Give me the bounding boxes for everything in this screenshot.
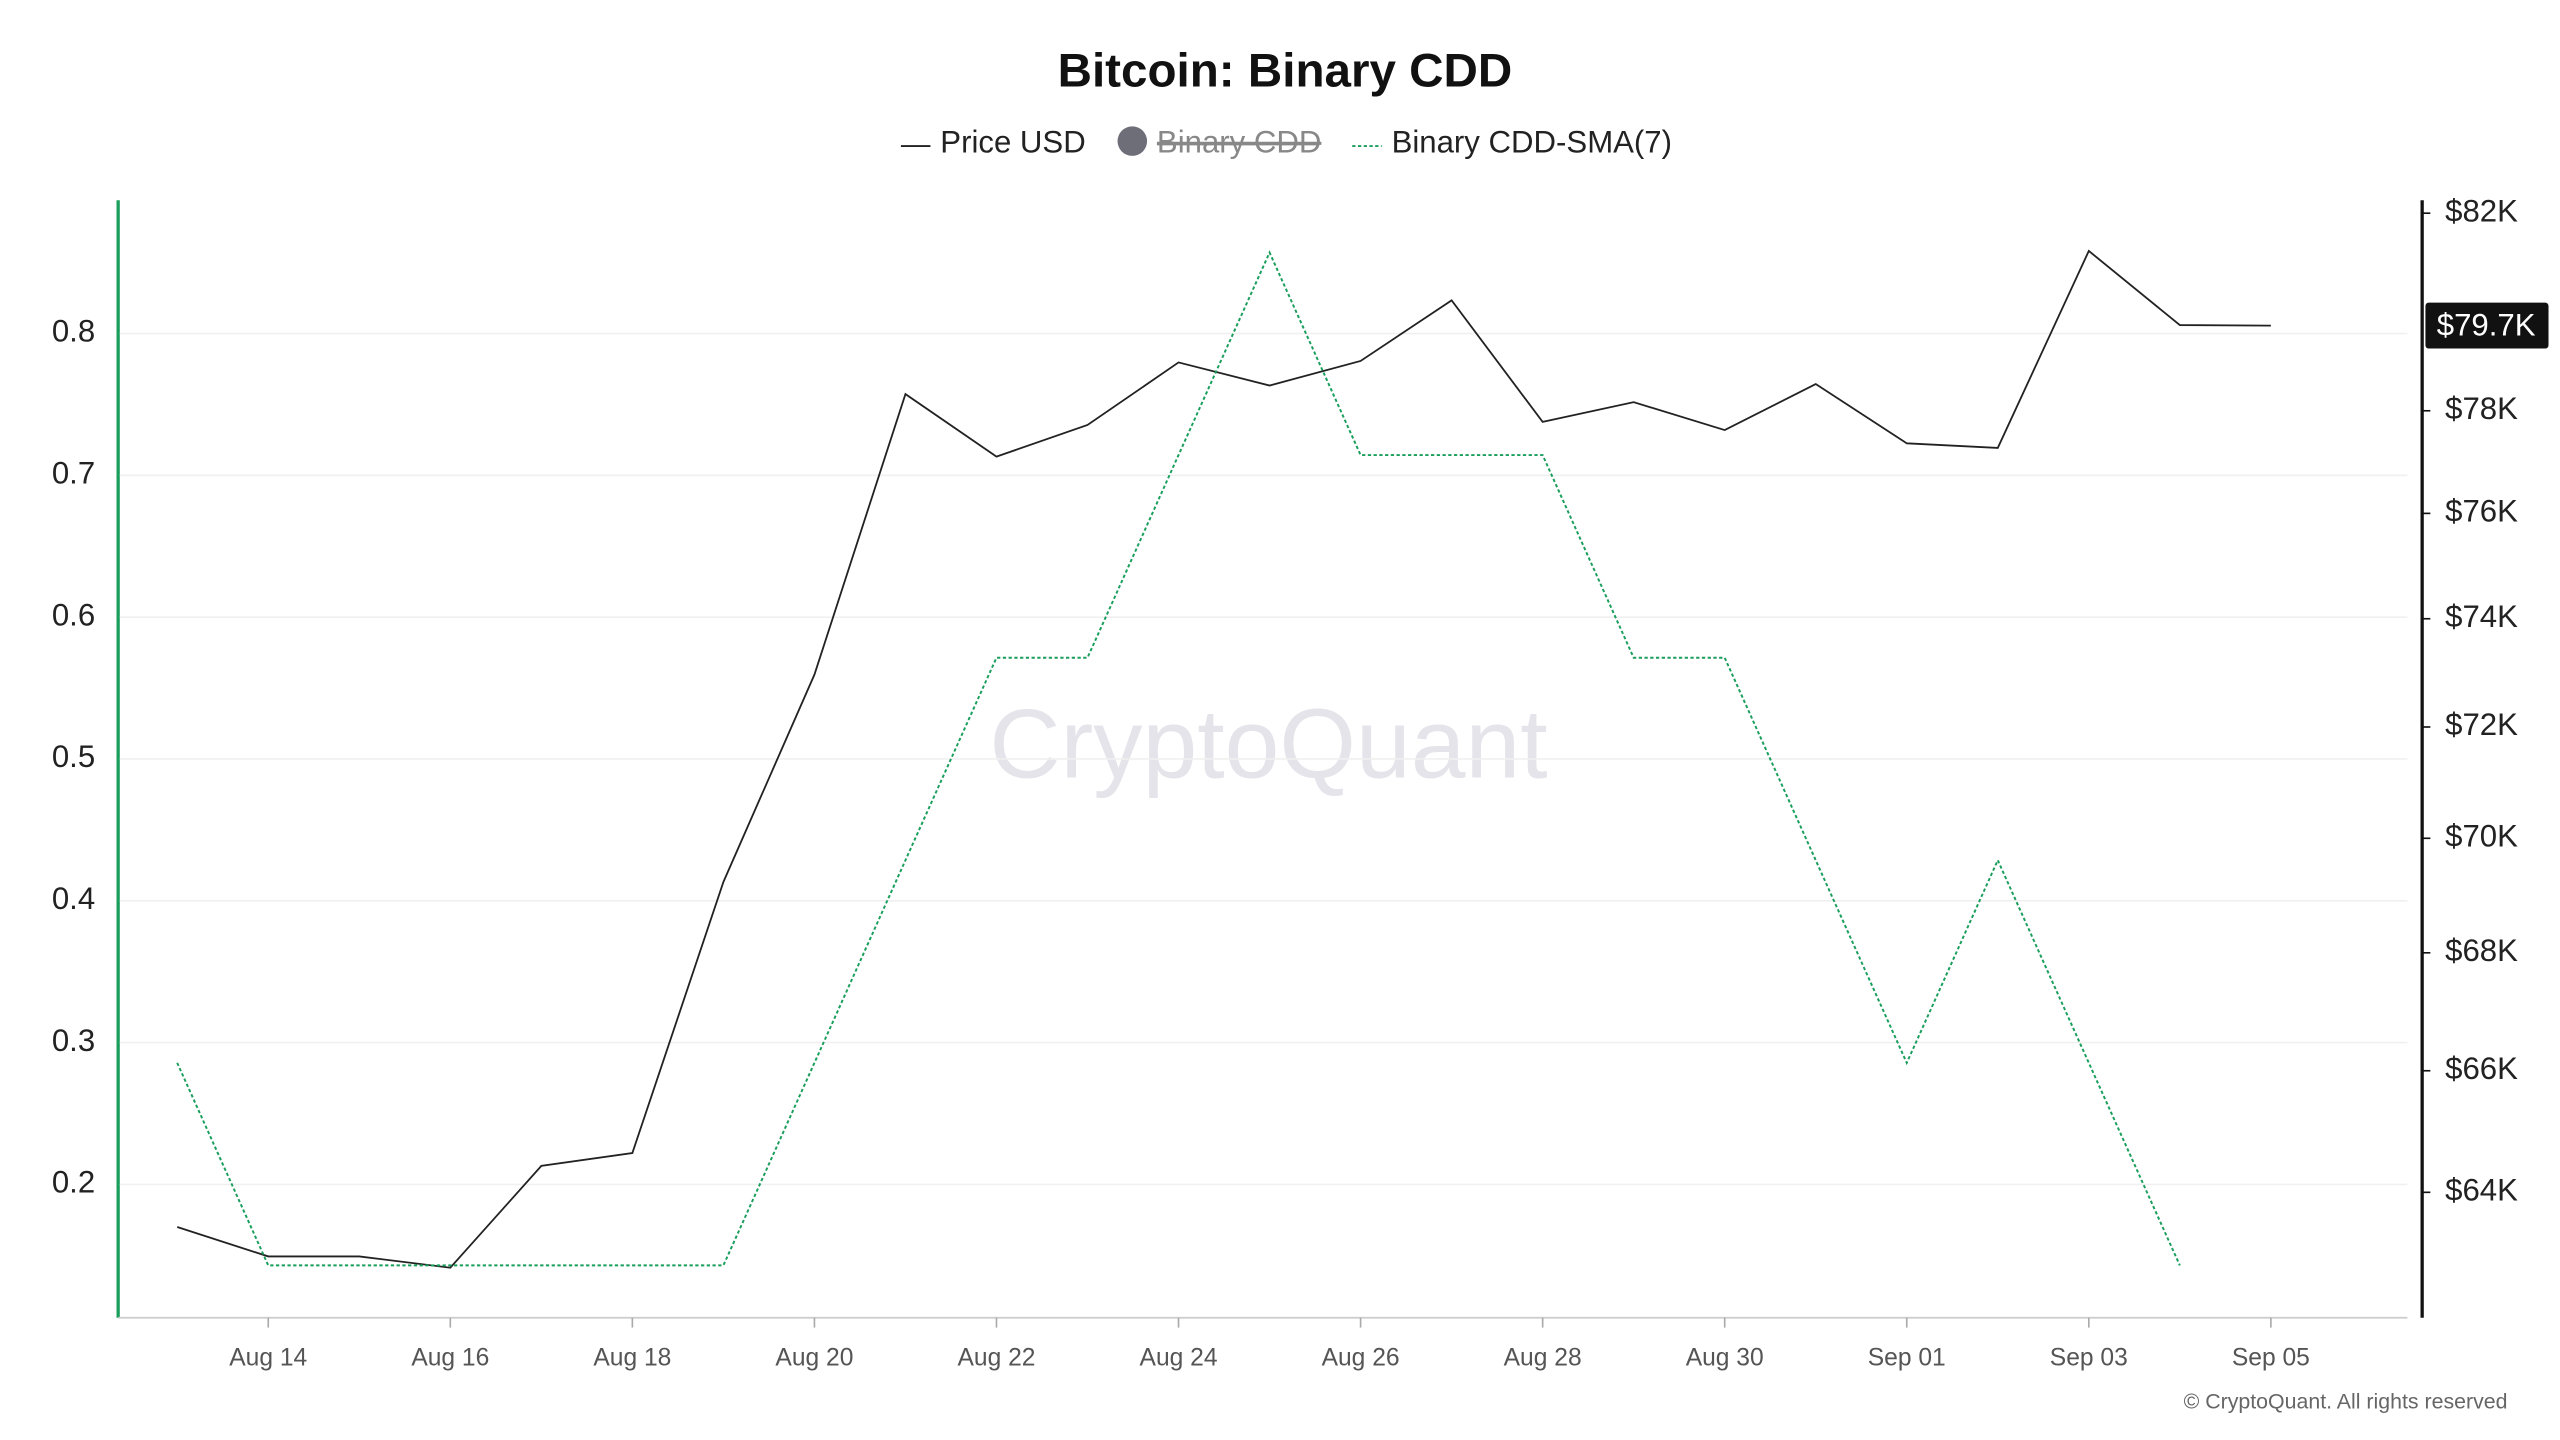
y2-tick-label: $82K xyxy=(2445,193,2518,228)
y2-tick-label: $76K xyxy=(2445,494,2518,529)
x-tick-label: Aug 24 xyxy=(1140,1344,1218,1371)
x-tick-label: Aug 28 xyxy=(1504,1344,1582,1371)
y2-tick-label: $72K xyxy=(2445,707,2518,742)
y-tick-label: 0.7 xyxy=(52,456,95,491)
x-tick-label: Aug 30 xyxy=(1686,1344,1764,1371)
x-tick-label: Sep 01 xyxy=(1868,1344,1946,1371)
y-tick-label: 0.2 xyxy=(52,1165,95,1200)
x-tick-label: Aug 18 xyxy=(593,1344,671,1371)
x-tick-label: Sep 05 xyxy=(2232,1344,2310,1371)
watermark: CryptoQuant xyxy=(989,689,1547,799)
x-tick-label: Aug 20 xyxy=(775,1344,853,1371)
y2-tick-label: $68K xyxy=(2445,933,2518,968)
y2-tick-label: $78K xyxy=(2445,391,2518,426)
x-tick-label: Aug 26 xyxy=(1322,1344,1400,1371)
legend-label[interactable]: Binary CDD xyxy=(1157,125,1321,160)
x-tick-label: Aug 16 xyxy=(411,1344,489,1371)
series-line xyxy=(176,250,2181,1267)
last-value-label: $79.7K xyxy=(2437,307,2536,342)
y2-tick-label: $74K xyxy=(2445,599,2518,634)
y-tick-label: 0.5 xyxy=(52,739,95,774)
legend: Price USD Binary CDD Binary CDD-SMA(7) xyxy=(900,125,1672,160)
last-value-badge xyxy=(2425,302,2549,349)
y-tick-label: 0.3 xyxy=(52,1023,95,1058)
y2-tick-label: $64K xyxy=(2445,1173,2518,1208)
y-tick-label: 0.8 xyxy=(52,314,95,349)
legend-label: Price USD xyxy=(940,125,1085,160)
series-line xyxy=(176,249,2271,1269)
y2-tick-label: $70K xyxy=(2445,819,2518,854)
y-tick-label: 0.4 xyxy=(52,881,95,916)
y-tick-label: 0.6 xyxy=(52,597,95,632)
x-tick-label: Sep 03 xyxy=(2050,1344,2128,1371)
y2-tick-label: $66K xyxy=(2445,1051,2518,1086)
copyright: © CryptoQuant. All rights reserved xyxy=(2184,1390,2508,1414)
x-tick-label: Aug 22 xyxy=(957,1344,1035,1371)
legend-marker xyxy=(1117,126,1148,156)
chart-title: Bitcoin: Binary CDD xyxy=(1058,44,1513,97)
x-tick-label: Aug 14 xyxy=(229,1344,307,1371)
legend-label: Binary CDD-SMA(7) xyxy=(1392,125,1672,160)
